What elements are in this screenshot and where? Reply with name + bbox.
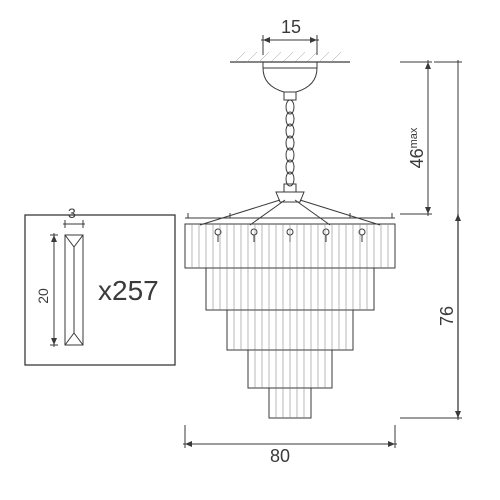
chain	[286, 100, 294, 186]
tier-3	[227, 310, 353, 350]
tier-5	[269, 388, 311, 418]
crystal-width-label: 3	[68, 205, 76, 221]
body-height-label: 76	[437, 306, 457, 326]
chandelier-spec-drawing: 3 20 x257	[0, 0, 500, 500]
canopy-width-label: 15	[281, 17, 301, 37]
chandelier-front-view: 15	[183, 17, 462, 466]
crystal-height-label: 20	[35, 288, 51, 304]
chain-length-label: 46max	[407, 127, 427, 168]
tier-4	[248, 350, 332, 388]
crystal-quantity-label: x257	[98, 275, 159, 306]
tier-2	[206, 268, 374, 310]
tier-1	[185, 224, 395, 268]
canopy	[263, 62, 317, 100]
crystal-detail-panel: 3 20 x257	[25, 205, 175, 365]
body-width-label: 80	[270, 446, 290, 466]
